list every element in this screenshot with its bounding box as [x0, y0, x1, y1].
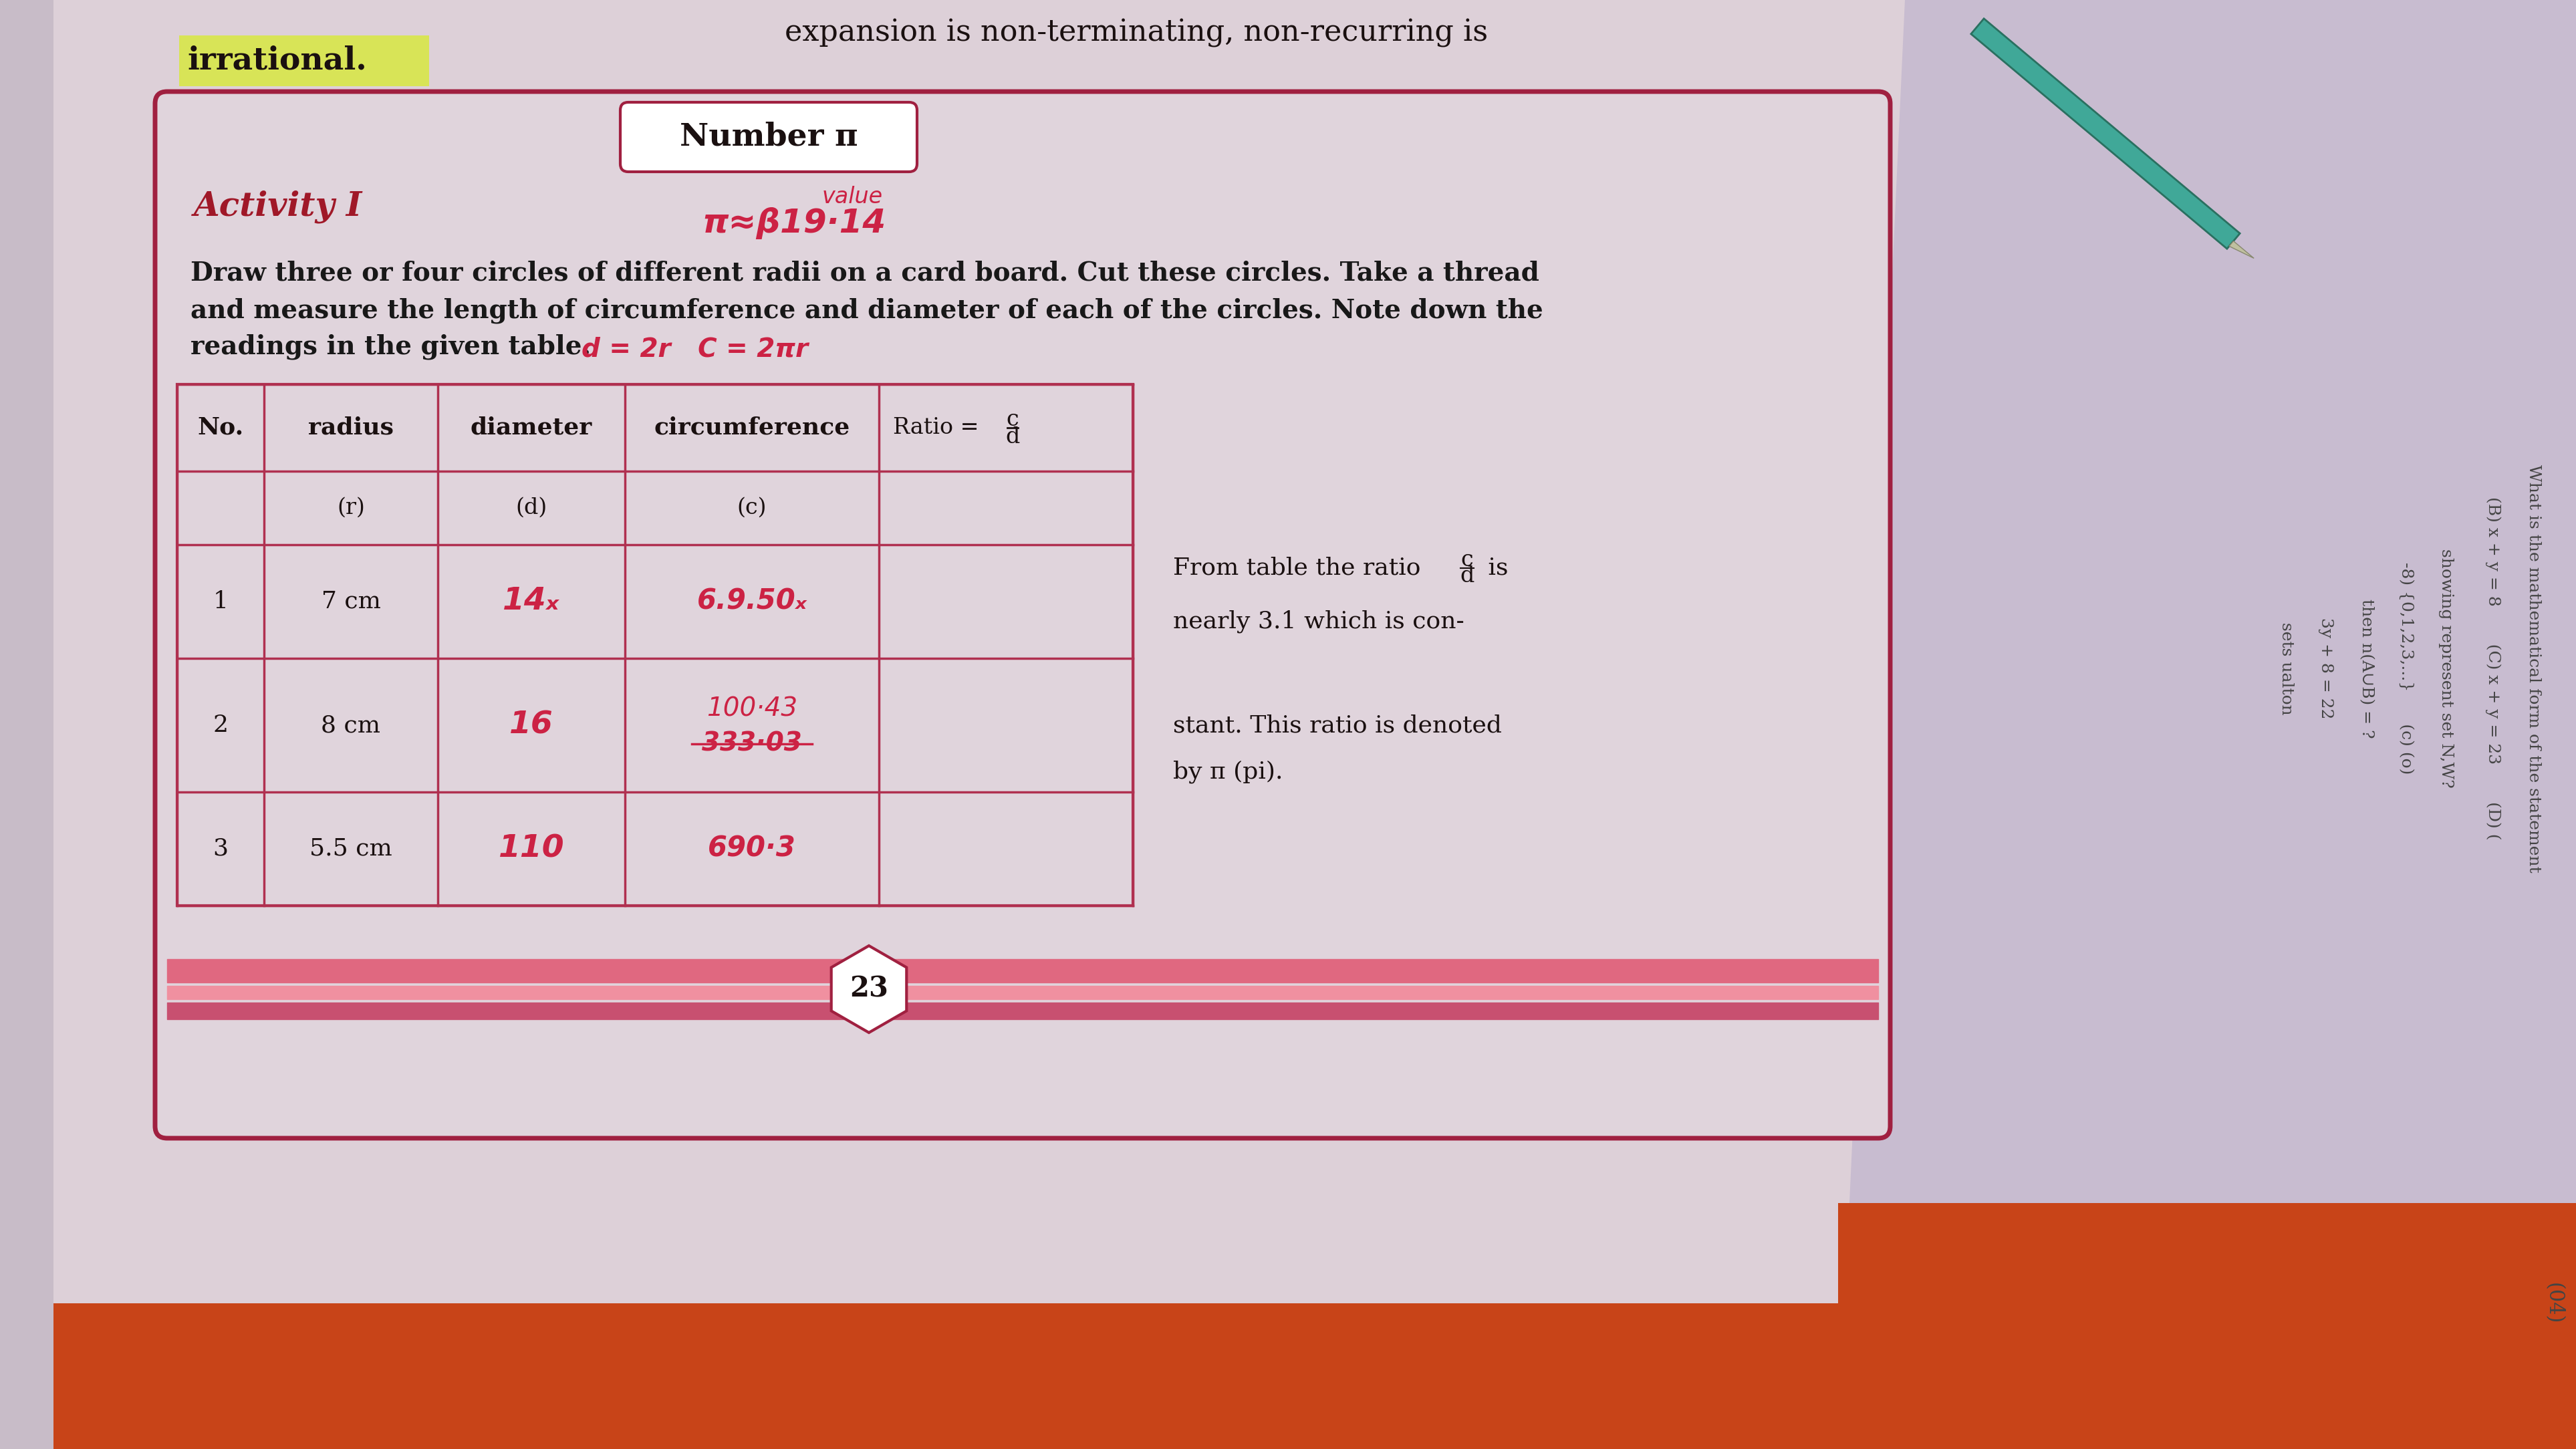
Text: 690·3: 690·3	[708, 835, 796, 862]
Text: readings in the given table.: readings in the given table.	[191, 335, 590, 359]
Text: value: value	[822, 185, 884, 207]
Text: π≈β19·14: π≈β19·14	[701, 207, 886, 239]
Text: 3y + 8 = 22: 3y + 8 = 22	[2318, 617, 2334, 719]
Text: 7 cm: 7 cm	[322, 590, 381, 613]
Text: Activity I: Activity I	[193, 190, 363, 223]
Polygon shape	[2228, 241, 2254, 258]
Text: 16: 16	[510, 710, 554, 740]
Text: Ratio =: Ratio =	[894, 417, 987, 439]
Polygon shape	[54, 0, 1971, 1449]
Text: 333·03: 333·03	[701, 732, 801, 756]
Text: (r): (r)	[337, 497, 366, 519]
Text: 110: 110	[497, 833, 564, 864]
Text: then n(A∪B) = ?: then n(A∪B) = ?	[2360, 598, 2375, 738]
Text: 100·43: 100·43	[706, 696, 799, 722]
Text: 8 cm: 8 cm	[322, 714, 381, 736]
Text: c: c	[1007, 409, 1020, 430]
Text: diameter: diameter	[471, 416, 592, 439]
Text: by π (pi).: by π (pi).	[1172, 761, 1283, 784]
Text: 1: 1	[214, 590, 229, 613]
Text: d: d	[1461, 565, 1473, 587]
FancyBboxPatch shape	[621, 103, 917, 172]
Text: sets ualton: sets ualton	[2277, 622, 2293, 714]
Text: d = 2r   C = 2πr: d = 2r C = 2πr	[582, 336, 809, 362]
Text: and measure the length of circumference and diameter of each of the circles. Not: and measure the length of circumference …	[191, 297, 1543, 323]
Text: is: is	[1481, 556, 1507, 580]
Text: irrational.: irrational.	[188, 45, 366, 77]
Text: showing represent set N,W?: showing represent set N,W?	[2439, 549, 2455, 788]
Text: 23: 23	[850, 975, 889, 1003]
Text: (d): (d)	[515, 497, 546, 519]
Polygon shape	[1971, 19, 2241, 249]
Text: 3: 3	[214, 838, 229, 861]
Text: 2: 2	[214, 714, 229, 736]
Text: (04): (04)	[2543, 1282, 2563, 1324]
Polygon shape	[1839, 1203, 2576, 1449]
Text: (B) x + y = 8       (C) x + y = 23       (D) (: (B) x + y = 8 (C) x + y = 23 (D) (	[2486, 497, 2501, 840]
Text: Draw three or four circles of different radii on a card board. Cut these circles: Draw three or four circles of different …	[191, 261, 1540, 285]
Text: nearly 3.1 which is con-: nearly 3.1 which is con-	[1172, 610, 1463, 633]
Text: expansion is non-terminating, non-recurring is: expansion is non-terminating, non-recurr…	[786, 19, 1489, 48]
Polygon shape	[832, 946, 907, 1033]
FancyBboxPatch shape	[180, 35, 430, 87]
FancyBboxPatch shape	[155, 91, 1891, 1139]
Text: No.: No.	[198, 416, 245, 439]
Text: circumference: circumference	[654, 416, 850, 439]
Text: d: d	[1005, 426, 1020, 448]
Text: Number π: Number π	[680, 122, 858, 152]
Text: What is the mathematical form of the statement: What is the mathematical form of the sta…	[2524, 464, 2540, 872]
Text: c: c	[1461, 549, 1473, 571]
FancyBboxPatch shape	[178, 384, 1133, 906]
Text: (c): (c)	[737, 497, 768, 519]
Text: From table the ratio: From table the ratio	[1172, 556, 1422, 580]
Text: 6.9.50ₓ: 6.9.50ₓ	[698, 587, 806, 616]
Text: 5.5 cm: 5.5 cm	[309, 838, 392, 861]
Text: stant. This ratio is denoted: stant. This ratio is denoted	[1172, 714, 1502, 736]
Text: radius: radius	[309, 416, 394, 439]
Text: 14ₓ: 14ₓ	[502, 587, 559, 617]
Polygon shape	[1839, 0, 2576, 1449]
Text: -8) {0,1,2,3,...}      (c) (o): -8) {0,1,2,3,...} (c) (o)	[2398, 562, 2414, 774]
Polygon shape	[54, 1303, 1839, 1449]
